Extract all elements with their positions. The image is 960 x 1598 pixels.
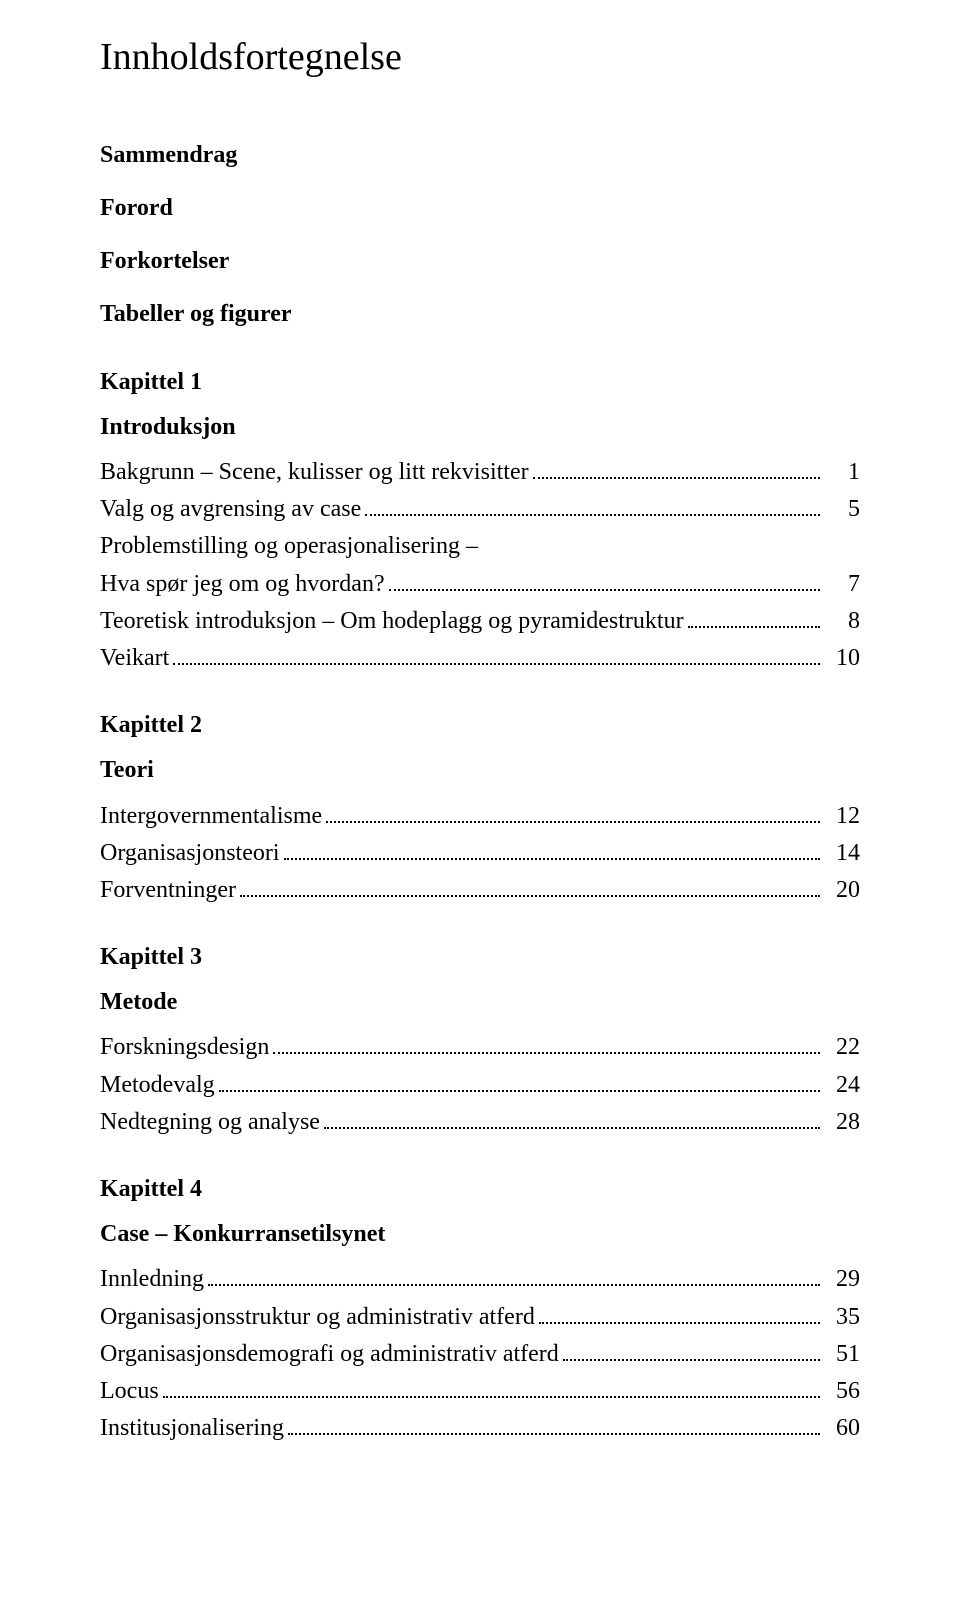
toc-page: 60 bbox=[824, 1410, 860, 1447]
toc-leader bbox=[563, 1338, 820, 1360]
frontmatter-forkortelser: Forkortelser bbox=[100, 243, 860, 280]
toc-label: Teoretisk introduksjon – Om hodeplagg og… bbox=[100, 603, 684, 640]
toc-label: Intergovernmentalisme bbox=[100, 798, 322, 835]
toc-leader bbox=[539, 1301, 820, 1323]
toc-label: Nedtegning og analyse bbox=[100, 1104, 320, 1141]
chapter-4-heading-line1: Kapittel 4 bbox=[100, 1171, 860, 1208]
toc-entry: Metodevalg 24 bbox=[100, 1067, 860, 1104]
toc-entry: Institusjonalisering 60 bbox=[100, 1410, 860, 1447]
toc-leader bbox=[284, 837, 820, 859]
toc-leader bbox=[389, 568, 820, 590]
toc-entry: Problemstilling og operasjonalisering – bbox=[100, 528, 860, 565]
toc-label: Problemstilling og operasjonalisering – bbox=[100, 528, 478, 565]
toc-label: Innledning bbox=[100, 1261, 204, 1298]
toc-label: Hva spør jeg om og hvordan? bbox=[100, 566, 385, 603]
toc-label: Organisasjonsteori bbox=[100, 835, 280, 872]
toc-label: Veikart bbox=[100, 640, 169, 677]
toc-page: 35 bbox=[824, 1299, 860, 1336]
toc-page: 56 bbox=[824, 1373, 860, 1410]
toc-leader bbox=[163, 1376, 820, 1398]
toc-leader bbox=[208, 1264, 820, 1286]
toc-label: Locus bbox=[100, 1373, 159, 1410]
toc-entry: Organisasjonsdemografi og administrativ … bbox=[100, 1336, 860, 1373]
chapter-2-heading-line1: Kapittel 2 bbox=[100, 707, 860, 744]
toc-label: Metodevalg bbox=[100, 1067, 215, 1104]
chapter-1-heading-line1: Kapittel 1 bbox=[100, 364, 860, 401]
toc-entry: Innledning 29 bbox=[100, 1261, 860, 1298]
toc-entry: Bakgrunn – Scene, kulisser og litt rekvi… bbox=[100, 454, 860, 491]
toc-leader bbox=[288, 1413, 820, 1435]
toc-page: 10 bbox=[824, 640, 860, 677]
toc-leader bbox=[173, 643, 820, 665]
toc-page: 5 bbox=[824, 491, 860, 528]
toc-entry: Forventninger 20 bbox=[100, 872, 860, 909]
toc-page: 28 bbox=[824, 1104, 860, 1141]
toc-page: 14 bbox=[824, 835, 860, 872]
document-title: Innholdsfortegnelse bbox=[100, 28, 860, 87]
toc-leader bbox=[273, 1032, 820, 1054]
chapter-3-heading-line2: Metode bbox=[100, 984, 860, 1021]
toc-entry: Teoretisk introduksjon – Om hodeplagg og… bbox=[100, 603, 860, 640]
toc-page: 20 bbox=[824, 872, 860, 909]
toc-label: Organisasjonsstruktur og administrativ a… bbox=[100, 1299, 535, 1336]
frontmatter-tabeller: Tabeller og figurer bbox=[100, 296, 860, 333]
toc-entry: Organisasjonsteori 14 bbox=[100, 835, 860, 872]
toc-leader bbox=[240, 875, 820, 897]
toc-entry: Intergovernmentalisme 12 bbox=[100, 798, 860, 835]
toc-page: 51 bbox=[824, 1336, 860, 1373]
toc-label: Institusjonalisering bbox=[100, 1410, 284, 1447]
toc-leader bbox=[219, 1069, 820, 1091]
toc-entry: Hva spør jeg om og hvordan? 7 bbox=[100, 566, 860, 603]
toc-page: 7 bbox=[824, 566, 860, 603]
chapter-1-heading-line2: Introduksjon bbox=[100, 409, 860, 446]
toc-page: 1 bbox=[824, 454, 860, 491]
frontmatter-forord: Forord bbox=[100, 190, 860, 227]
toc-page: 8 bbox=[824, 603, 860, 640]
toc-page: 24 bbox=[824, 1067, 860, 1104]
chapter-2-heading-line2: Teori bbox=[100, 752, 860, 789]
toc-label: Organisasjonsdemografi og administrativ … bbox=[100, 1336, 559, 1373]
toc-leader bbox=[365, 494, 820, 516]
toc-leader bbox=[326, 800, 820, 822]
chapter-4-heading-line2: Case – Konkurransetilsynet bbox=[100, 1216, 860, 1253]
toc-label: Forskningsdesign bbox=[100, 1029, 269, 1066]
toc-label: Valg og avgrensing av case bbox=[100, 491, 361, 528]
toc-entry: Nedtegning og analyse 28 bbox=[100, 1104, 860, 1141]
toc-page: 12 bbox=[824, 798, 860, 835]
toc-label: Bakgrunn – Scene, kulisser og litt rekvi… bbox=[100, 454, 529, 491]
toc-entry: Locus 56 bbox=[100, 1373, 860, 1410]
chapter-3-heading-line1: Kapittel 3 bbox=[100, 939, 860, 976]
toc-leader bbox=[324, 1106, 820, 1128]
frontmatter-sammendrag: Sammendrag bbox=[100, 137, 860, 174]
toc-entry: Forskningsdesign 22 bbox=[100, 1029, 860, 1066]
toc-entry: Veikart 10 bbox=[100, 640, 860, 677]
toc-page: 22 bbox=[824, 1029, 860, 1066]
toc-label: Forventninger bbox=[100, 872, 236, 909]
toc-entry: Organisasjonsstruktur og administrativ a… bbox=[100, 1299, 860, 1336]
toc-entry: Valg og avgrensing av case 5 bbox=[100, 491, 860, 528]
toc-leader bbox=[533, 457, 820, 479]
toc-leader bbox=[688, 605, 820, 627]
toc-page: 29 bbox=[824, 1261, 860, 1298]
